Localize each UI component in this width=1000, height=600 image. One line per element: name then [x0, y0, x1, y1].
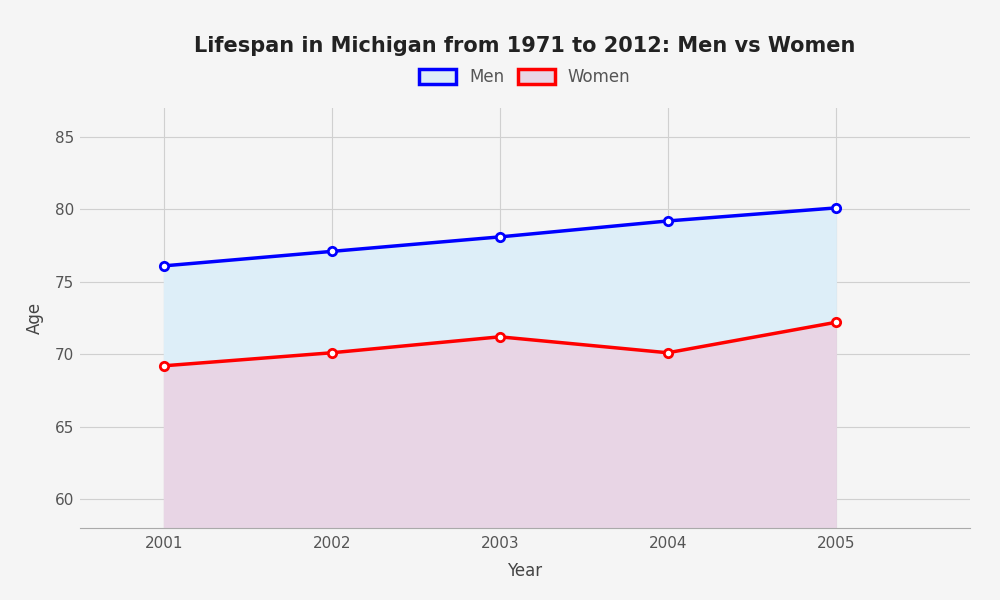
X-axis label: Year: Year [507, 562, 543, 580]
Legend: Men, Women: Men, Women [413, 62, 637, 93]
Title: Lifespan in Michigan from 1971 to 2012: Men vs Women: Lifespan in Michigan from 1971 to 2012: … [194, 37, 856, 56]
Y-axis label: Age: Age [26, 302, 44, 334]
